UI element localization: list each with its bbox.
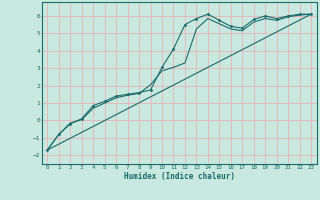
X-axis label: Humidex (Indice chaleur): Humidex (Indice chaleur) [124,172,235,181]
